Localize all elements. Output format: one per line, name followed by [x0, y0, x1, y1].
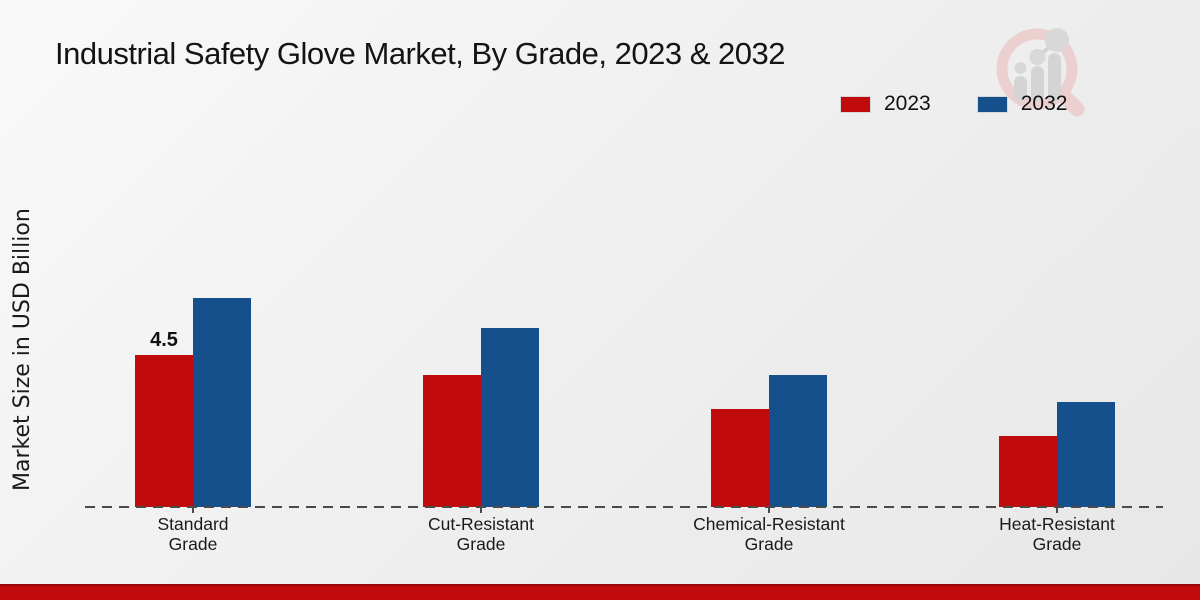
bar-2023-heat-resistant-grade: [999, 436, 1057, 507]
chart-title: Industrial Safety Glove Market, By Grade…: [55, 36, 785, 71]
legend-item-2023: 2023: [840, 92, 931, 116]
bar-2032-heat-resistant-grade: [1057, 402, 1115, 507]
x-axis-tick: [480, 507, 482, 513]
legend-item-2032: 2032: [976, 92, 1068, 116]
category-label: Chemical-Resistant Grade: [693, 514, 845, 554]
footer-accent-bar: [0, 584, 1200, 600]
category-label: Standard Grade: [157, 514, 229, 554]
bar-value-label: 4.5: [150, 329, 178, 351]
bar-2023-chemical-resistant-grade: [711, 409, 769, 507]
bar-2032-standard-grade: [193, 298, 251, 507]
x-axis-baseline: [85, 506, 1163, 508]
legend-swatch-2032: [976, 95, 1008, 113]
legend-swatch-2023: [840, 95, 871, 113]
bar-2032-cut-resistant-grade: [481, 328, 539, 507]
category-label: Cut-Resistant Grade: [427, 514, 534, 554]
bar-2023-standard-grade: [135, 355, 193, 507]
legend-label-2032: 2032: [1020, 92, 1068, 115]
x-axis-tick: [192, 507, 194, 513]
legend-label-2023: 2023: [884, 92, 931, 115]
magnifier-growth-chart-logo-icon: [996, 28, 1085, 117]
bar-2032-chemical-resistant-grade: [769, 375, 827, 507]
legend: 2023 2032: [840, 92, 1067, 116]
category-label: Heat-Resistant Grade: [999, 514, 1115, 554]
x-axis-tick: [1056, 507, 1058, 513]
x-axis-tick: [768, 507, 770, 513]
bar-2023-cut-resistant-grade: [423, 375, 481, 507]
